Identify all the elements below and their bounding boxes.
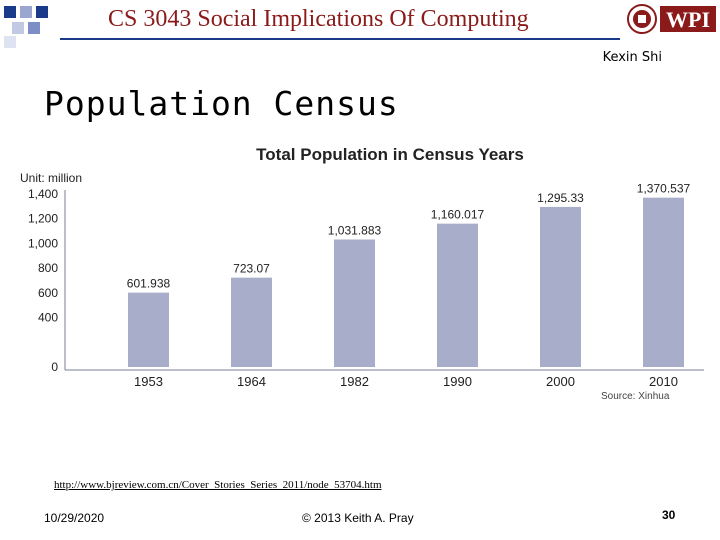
bars [128, 197, 684, 367]
bar-value-label: 723.07 [233, 262, 270, 276]
footer-date: 10/29/2020 [44, 511, 105, 525]
wpi-logo-text: WPI [666, 7, 710, 32]
header-rule [60, 38, 620, 40]
y-tick-label: 1,400 [28, 187, 58, 201]
wpi-seal-icon [627, 4, 657, 34]
chart-source: Source: Xinhua [601, 391, 670, 402]
x-tick-label: 2000 [546, 374, 575, 389]
footer-copyright: © 2013 Keith A. Pray [302, 511, 414, 525]
bar [128, 292, 169, 367]
y-tick-label: 600 [38, 286, 58, 300]
slide-title: Population Census [44, 84, 399, 123]
y-tick-label: 800 [38, 261, 58, 275]
corner-squares-decoration [0, 0, 60, 50]
x-tick-label: 2010 [649, 374, 678, 389]
y-tick-labels: 0 400 600 800 1,000 1,200 1,400 [28, 187, 58, 374]
bar-value-label: 601.938 [127, 277, 171, 291]
author-name: Kexin Shi [602, 50, 662, 65]
bar-value-label: 1,370.537 [637, 182, 691, 196]
x-tick-labels: 1953 1964 1982 1990 2000 2010 [134, 374, 678, 389]
chart-unit-label: Unit: million [20, 171, 82, 185]
y-tick-label: 400 [38, 311, 58, 325]
y-tick-label: 1,200 [28, 212, 58, 226]
wpi-logo: WPI [627, 4, 716, 34]
bar-value-label: 1,295.33 [537, 191, 584, 205]
bar [231, 277, 272, 367]
bar [540, 206, 581, 367]
population-bar-chart: Total Population in Census Years Unit: m… [20, 145, 704, 402]
bar [437, 223, 478, 367]
x-tick-label: 1982 [340, 374, 369, 389]
course-title: CS 3043 Social Implications Of Computing [108, 6, 529, 32]
x-tick-label: 1990 [443, 374, 472, 389]
x-tick-label: 1964 [237, 374, 266, 389]
bar [334, 239, 375, 367]
source-link[interactable]: http://www.bjreview.com.cn/Cover_Stories… [54, 479, 382, 491]
page-number: 30 [662, 508, 676, 522]
bar [643, 197, 684, 367]
bar-value-label: 1,031.883 [328, 223, 382, 237]
bar-value-label: 1,160.017 [431, 208, 485, 222]
chart-title: Total Population in Census Years [256, 145, 524, 164]
x-tick-label: 1953 [134, 374, 163, 389]
bar-value-labels: 601.938 723.07 1,031.883 1,160.017 1,295.33 1… [127, 182, 691, 291]
y-tick-label: 1,000 [28, 236, 58, 250]
y-tick-label: 0 [51, 360, 58, 374]
